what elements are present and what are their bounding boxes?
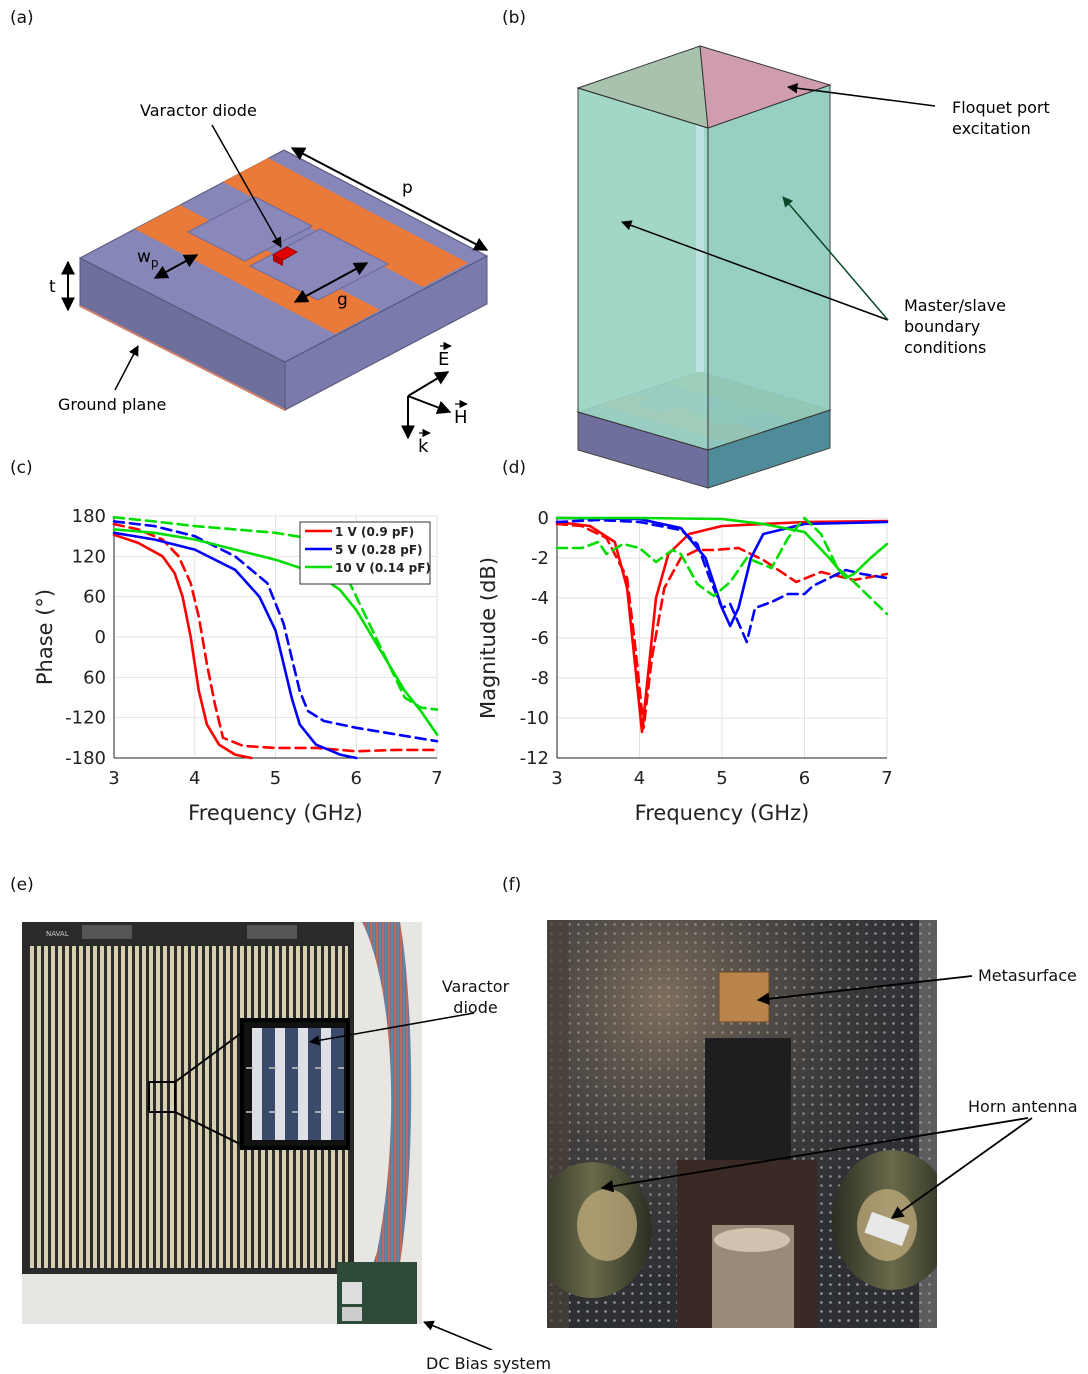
- varactor-leader: [211, 124, 282, 248]
- master-slave-label: Master/slave boundary conditions: [904, 296, 1011, 357]
- y-tick-label: -10: [520, 708, 549, 729]
- legend-box: [299, 521, 431, 585]
- master-leader-left: [621, 220, 889, 321]
- y-tick-label: -8: [531, 668, 549, 689]
- x-tick-label: 5: [270, 768, 281, 789]
- t-label: t: [49, 277, 56, 297]
- dim-g-arrow: [293, 262, 369, 303]
- airbox-left-face: [577, 87, 709, 451]
- y-tick-label: 0: [538, 508, 549, 529]
- series-line-4: [555, 516, 889, 580]
- axis-H-arrow: [407, 395, 452, 415]
- y-tick-label: -120: [65, 708, 106, 729]
- metasurface-label: Metasurface: [978, 966, 1077, 985]
- x-tick-label: 7: [431, 768, 442, 789]
- y-tick-label: -2: [531, 548, 549, 569]
- y-tick-label: 0: [95, 627, 106, 648]
- y-axis-label: Magnitude (dB): [480, 557, 500, 719]
- phase-chart: 3 4 5 6 7 180 120 60 0 60 -120 -180 Frequency (GHz) P…: [33, 506, 443, 825]
- axis-E-arrow: [407, 371, 450, 397]
- panel-f-leaders: [600, 975, 1033, 1219]
- floquet-port-face: [699, 45, 832, 129]
- zoom-source-box: [148, 1081, 176, 1113]
- board-mark: NAVAL: [46, 930, 69, 938]
- H-label: H: [454, 407, 468, 428]
- varactor-label: Varactor diode: [140, 101, 257, 120]
- panel-c-label: (c): [10, 458, 33, 478]
- panel-d-label: (d): [502, 458, 527, 478]
- E-label: E: [438, 349, 449, 370]
- panel-e-leaders: [308, 1012, 493, 1350]
- ribbon-cable: [362, 922, 412, 1282]
- dc-bias-label: DC Bias system: [426, 1354, 552, 1373]
- horn-antenna-label: Horn antenna: [968, 1097, 1078, 1116]
- floquet-leader: [786, 83, 936, 107]
- x-tick-label: 3: [108, 768, 119, 789]
- panel-f-label: (f): [502, 875, 522, 895]
- wp-label: wp: [137, 247, 159, 270]
- p-label: p: [402, 178, 413, 198]
- y-axis-label: Phase (°): [33, 589, 57, 685]
- y-tick-label: -180: [65, 748, 106, 769]
- floquet-label: Floquet port excitation: [952, 98, 1055, 138]
- magnitude-chart: 3 4 5 6 7 0 -2 -4 -6 -8 -10 -12 Frequency (GHz) Magni…: [480, 508, 893, 825]
- varactor-photo-label: Varactor diode: [441, 977, 510, 1017]
- airbox-right-face: [707, 84, 831, 451]
- x-axis-label: Frequency (GHz): [635, 801, 810, 825]
- measurement-setup-photo: [547, 920, 937, 1328]
- ground-leader: [114, 345, 139, 391]
- dim-p-arrow: [290, 147, 489, 251]
- unit-cell-diagram: Varactor diode p wp t g Ground plane E H…: [49, 101, 489, 457]
- simulation-setup-diagram: Floquet port excitation Master/slave bou…: [576, 45, 1055, 489]
- x-tick-label: 4: [189, 768, 200, 789]
- series-line-2: [555, 516, 889, 628]
- x-axis-label: Frequency (GHz): [188, 801, 363, 825]
- y-tick-label: 120: [72, 546, 106, 567]
- k-label: k: [418, 436, 429, 457]
- ground-plane-label: Ground plane: [58, 395, 166, 414]
- x-tick-label: 7: [881, 768, 892, 789]
- master-leader-right: [782, 196, 889, 321]
- legend-entry: 10 V (0.14 pF): [335, 561, 431, 575]
- dim-wp-arrow: [153, 254, 199, 279]
- panel-a-label: (a): [10, 8, 34, 28]
- x-tick-label: 4: [634, 768, 645, 789]
- y-tick-label: -6: [531, 628, 549, 649]
- series-line-4: [112, 528, 439, 736]
- series-line-5: [555, 516, 889, 616]
- y-tick-label: 60: [83, 667, 106, 688]
- series-line-5: [112, 515, 439, 711]
- panel-e-label: (e): [10, 875, 34, 895]
- y-tick-label: -12: [520, 748, 549, 769]
- y-tick-label: 180: [72, 506, 106, 527]
- legend-entry: 1 V (0.9 pF): [335, 525, 414, 539]
- series-line-0: [112, 533, 253, 760]
- series-line-2: [112, 531, 358, 760]
- x-tick-label: 5: [716, 768, 727, 789]
- series-line-3: [555, 518, 889, 644]
- g-label: g: [337, 290, 348, 310]
- series-line-1: [555, 522, 889, 730]
- x-tick-label: 6: [799, 768, 810, 789]
- x-tick-label: 3: [551, 768, 562, 789]
- series-line-0: [555, 519, 889, 734]
- x-tick-label: 6: [351, 768, 362, 789]
- panel-b-label: (b): [502, 8, 527, 28]
- metasurface-photo: NAVAL: [22, 922, 422, 1324]
- series-line-1: [112, 522, 439, 753]
- legend-entry: 5 V (0.28 pF): [335, 543, 423, 557]
- y-tick-label: -4: [531, 588, 549, 609]
- y-tick-label: 60: [83, 587, 106, 608]
- series-line-3: [112, 520, 439, 743]
